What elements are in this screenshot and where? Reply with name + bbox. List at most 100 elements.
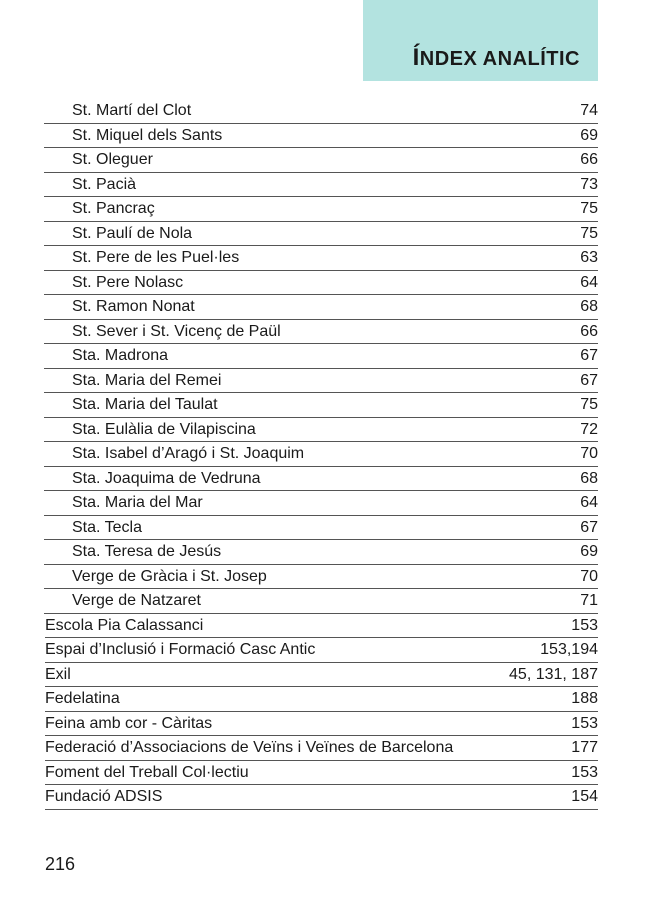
index-term: Sta. Maria del Taulat	[72, 396, 218, 413]
index-entry: St. Pere Nolasc 64	[44, 272, 598, 297]
index-pages: 66	[580, 151, 598, 168]
index-term: Feina amb cor - Càritas	[45, 714, 213, 732]
leader-rule	[44, 343, 598, 344]
index-term: St. Ramon Nonat	[72, 298, 195, 315]
index-entry: St. Miquel dels Sants 69	[44, 125, 598, 150]
index-term: Fedelatina	[45, 690, 120, 707]
index-pages: 71	[580, 592, 598, 609]
index-term: Fundació ADSIS	[45, 788, 163, 805]
index-pages: 45, 131, 187	[509, 665, 598, 683]
header-box: ÍNDEX ANALÍTIC	[363, 0, 598, 81]
index-entry: St. Sever i St. Vicenç de Paül 66	[44, 321, 598, 346]
index-term: St. Martí del Clot	[72, 102, 192, 119]
index-pages: 72	[580, 420, 598, 438]
index-entry: Fundació ADSIS 154	[45, 786, 598, 811]
index-term: Foment del Treball Col·lectiu	[45, 763, 249, 781]
index-pages: 70	[580, 567, 598, 585]
leader-rule	[44, 294, 598, 295]
page-title-initial: Í	[412, 44, 420, 71]
index-entry: Sta. Tecla 67	[44, 517, 598, 542]
leader-rule	[44, 171, 598, 173]
index-entry: Sta. Madrona 67	[44, 345, 598, 370]
leader-rule	[44, 122, 598, 124]
index-pages: 75	[580, 396, 598, 413]
leader-rule	[44, 269, 598, 271]
index-pages: 188	[571, 690, 598, 707]
index-pages: 66	[580, 322, 598, 340]
index-entry: St. Martí del Clot 74	[44, 100, 598, 125]
index-pages: 63	[580, 249, 598, 266]
index-pages: 64	[580, 273, 598, 291]
index-term: Sta. Madrona	[72, 347, 169, 364]
index-term: Sta. Maria del Remei	[72, 371, 222, 389]
index-entry: Escola Pia Calassanci 153	[45, 615, 598, 640]
leader-rule	[44, 612, 598, 614]
index-entry: St. Oleguer 66	[44, 149, 598, 174]
leader-rule	[44, 416, 598, 418]
index-entry: Sta. Teresa de Jesús 69	[44, 541, 598, 566]
leader-rule	[44, 220, 598, 222]
leader-rule	[45, 759, 598, 761]
index-term: Sta. Eulàlia de Vilapiscina	[72, 420, 256, 438]
leader-rule	[44, 441, 598, 442]
leader-rule	[45, 808, 598, 810]
index-term: Verge de Natzaret	[72, 592, 201, 609]
index-term: Sta. Tecla	[72, 518, 142, 536]
leader-rule	[45, 637, 598, 638]
index-entry: Sta. Maria del Taulat 75	[44, 394, 598, 419]
index-pages: 68	[580, 469, 598, 487]
index-entry: Verge de Gràcia i St. Josep 70	[44, 566, 598, 591]
index-pages: 67	[580, 347, 598, 364]
index-term: Sta. Joaquima de Vedruna	[72, 469, 261, 487]
index-pages: 75	[580, 224, 598, 242]
leader-rule	[45, 710, 598, 712]
index-entry: Federació d’Associacions de Veïns i Veïn…	[45, 737, 598, 762]
leader-rule	[44, 392, 598, 393]
page-title: ÍNDEX ANALÍTIC	[413, 44, 580, 72]
index-pages: 69	[580, 543, 598, 560]
index-term: St. Pere Nolasc	[72, 273, 184, 291]
index-term: Verge de Gràcia i St. Josep	[72, 567, 267, 585]
index-entry: St. Pacià 73	[44, 174, 598, 199]
page-title-rest: NDEX ANALÍTIC	[419, 48, 580, 70]
index-term: St. Oleguer	[72, 151, 153, 168]
index-term: Exil	[45, 665, 71, 683]
leader-rule	[44, 588, 598, 589]
leader-rule	[44, 490, 598, 491]
index-pages: 177	[571, 739, 598, 756]
index-term: Espai d’Inclusió i Formació Casc Antic	[45, 641, 316, 658]
index-entry: Feina amb cor - Càritas 153	[45, 713, 598, 738]
index-term: Sta. Isabel d’Aragó i St. Joaquim	[72, 445, 305, 462]
index-entry: Sta. Eulàlia de Vilapiscina 72	[44, 419, 598, 444]
index-term: St. Miquel dels Sants	[72, 126, 223, 144]
leader-rule	[45, 735, 598, 736]
page-number: 216	[45, 854, 76, 874]
index-term: St. Sever i St. Vicenç de Paül	[72, 322, 281, 340]
index-entry: St. Paulí de Nola 75	[44, 223, 598, 248]
index-entry: Sta. Joaquima de Vedruna 68	[44, 468, 598, 493]
index-pages: 68	[580, 298, 598, 315]
index-term: St. Pere de les Puel·les	[72, 249, 240, 266]
index-term: St. Pancraç	[72, 200, 155, 217]
index-pages: 73	[580, 175, 598, 193]
index-pages: 67	[580, 371, 598, 389]
index-entry: Foment del Treball Col·lectiu 153	[45, 762, 598, 787]
index-pages: 70	[580, 445, 598, 462]
index-entry: Verge de Natzaret 71	[44, 590, 598, 615]
index-entry: Sta. Maria del Mar 64	[44, 492, 598, 517]
index-term: Federació d’Associacions de Veïns i Veïn…	[45, 739, 454, 756]
leader-rule	[44, 245, 598, 246]
index-entry: Sta. Maria del Remei 67	[44, 370, 598, 395]
index-entry: Sta. Isabel d’Aragó i St. Joaquim 70	[44, 443, 598, 468]
leader-rule	[44, 367, 598, 369]
index-pages: 153,194	[540, 641, 598, 658]
index-pages: 153	[571, 763, 598, 781]
index-pages: 67	[580, 518, 598, 536]
index-entry: Espai d’Inclusió i Formació Casc Antic 15…	[45, 639, 598, 664]
leader-rule	[44, 196, 598, 197]
index-term: Sta. Maria del Mar	[72, 494, 203, 511]
index-pages: 153	[571, 714, 598, 732]
index-pages: 74	[580, 102, 598, 119]
leader-rule	[44, 465, 598, 467]
index-entry: Fedelatina 188	[45, 688, 598, 713]
